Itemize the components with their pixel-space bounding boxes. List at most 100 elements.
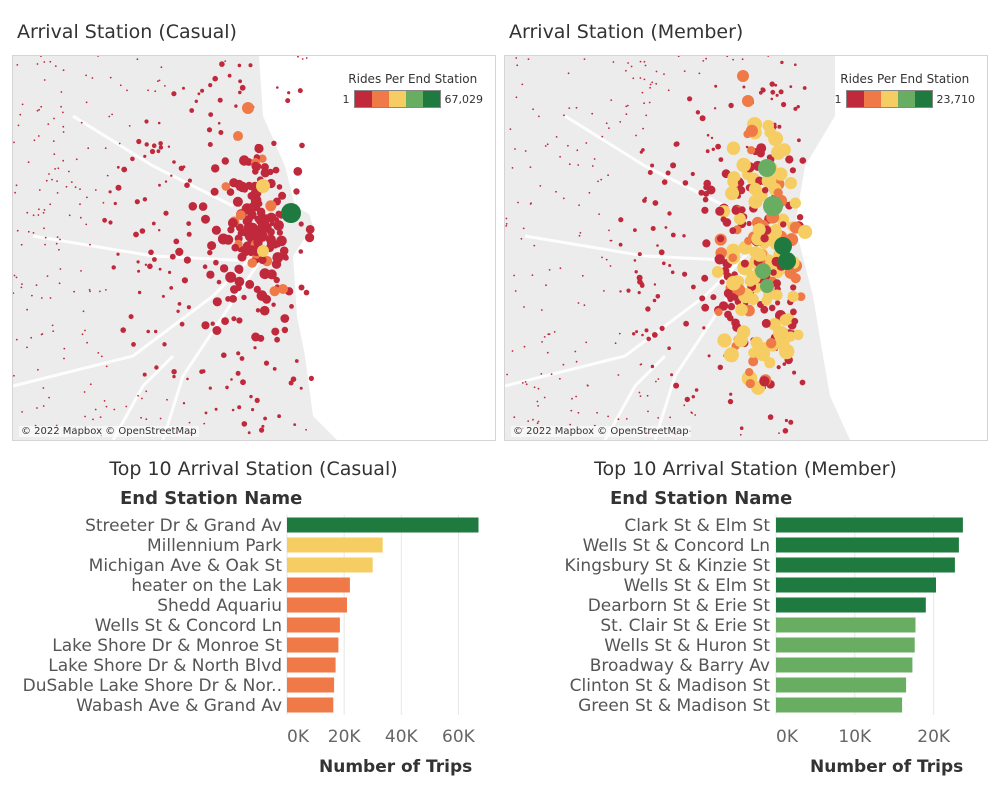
casual-chart-title: Top 10 Arrival Station (Casual) [109,458,398,480]
station-dot [240,379,246,386]
bar[interactable] [287,557,373,573]
station-dot [649,83,652,86]
station-dot [789,167,796,174]
station-dot [297,88,303,94]
station-dot [221,182,231,191]
station-dot [247,258,257,268]
station-dot [791,317,799,325]
station-dot [145,390,148,393]
bar[interactable] [287,637,339,653]
station-dot [576,149,579,152]
station-dot [32,214,35,217]
bar[interactable] [776,577,936,593]
station-dot [524,150,527,152]
station-dot [643,60,646,63]
station-dot [169,286,174,290]
station-dot [217,121,221,125]
station-dot [152,257,157,262]
station-dot [303,289,310,296]
bar[interactable] [287,537,383,553]
station-dot [695,110,701,115]
bar[interactable] [776,697,903,713]
station-dot [659,325,665,331]
bar[interactable] [287,517,479,533]
bar[interactable] [776,617,916,633]
station-dot [19,113,22,116]
station-dot [511,350,514,352]
station-dot [52,140,55,142]
station-dot [108,190,112,194]
station-dot [40,56,42,57]
bar[interactable] [776,637,915,653]
station-dot [726,141,741,155]
station-dot [158,79,161,82]
station-dot [58,282,61,285]
station-dot [682,180,689,186]
station-dot [154,90,157,93]
station-dot [575,360,578,363]
station-dot [223,234,234,245]
bar[interactable] [287,697,334,713]
bar[interactable] [776,557,955,573]
map-attribution[interactable]: © 2022 Mapbox © OpenStreetMap [511,426,691,437]
bar[interactable] [287,617,340,633]
station-dot [231,408,235,412]
station-dot [43,79,46,81]
station-dot [747,146,756,155]
member-map[interactable]: Rides Per End Station 1 23,710 © 2022 Ma… [504,55,988,441]
lake-shape [747,56,987,440]
station-dot [637,252,642,257]
station-dot [658,249,665,256]
station-dot [83,391,86,393]
station-dot [255,308,261,313]
station-dot [774,167,788,181]
bar[interactable] [287,577,350,593]
station-dot [84,415,86,418]
station-dot [652,298,657,303]
station-dot [102,217,107,223]
station-dot [605,258,608,261]
category-label: Wabash Ave & Grand Av [76,696,282,716]
station-dot [653,283,657,286]
station-dot [105,289,107,291]
station-dot [211,164,220,173]
station-dot-large [278,284,288,294]
station-dot [86,196,88,199]
station-dot [157,121,161,125]
bar[interactable] [287,597,347,613]
bar[interactable] [776,657,913,673]
station-dot [601,256,603,259]
station-dot [271,140,277,146]
bar[interactable] [287,657,336,673]
category-label: Lake Shore Dr & North Blvd [48,656,282,676]
station-dot [744,236,753,245]
station-dot [770,269,777,276]
station-dot [710,136,714,140]
station-dot [577,411,580,414]
station-dot [35,284,38,286]
station-dot [742,85,746,89]
station-dot [171,91,177,97]
bar[interactable] [776,537,959,553]
station-dot [603,290,605,292]
station-dot [610,239,613,242]
station-dot [43,209,46,211]
station-dot [670,270,675,275]
station-dot [583,58,586,60]
bar[interactable] [287,677,335,693]
bar[interactable] [776,517,963,533]
station-dot [91,77,94,79]
station-dot [677,56,680,58]
station-dot [163,210,169,216]
station-dot [509,128,512,130]
station-dot [212,75,218,82]
map-attribution[interactable]: © 2022 Mapbox © OpenStreetMap [19,426,199,437]
casual-map[interactable]: Rides Per End Station 1 67,029 © 2022 Ma… [12,55,496,441]
station-dot [625,418,628,420]
bar[interactable] [776,597,926,613]
bar[interactable] [776,677,907,693]
station-dot [56,236,59,239]
station-dot [669,416,671,419]
station-dot [207,241,217,251]
station-dot [13,274,16,277]
